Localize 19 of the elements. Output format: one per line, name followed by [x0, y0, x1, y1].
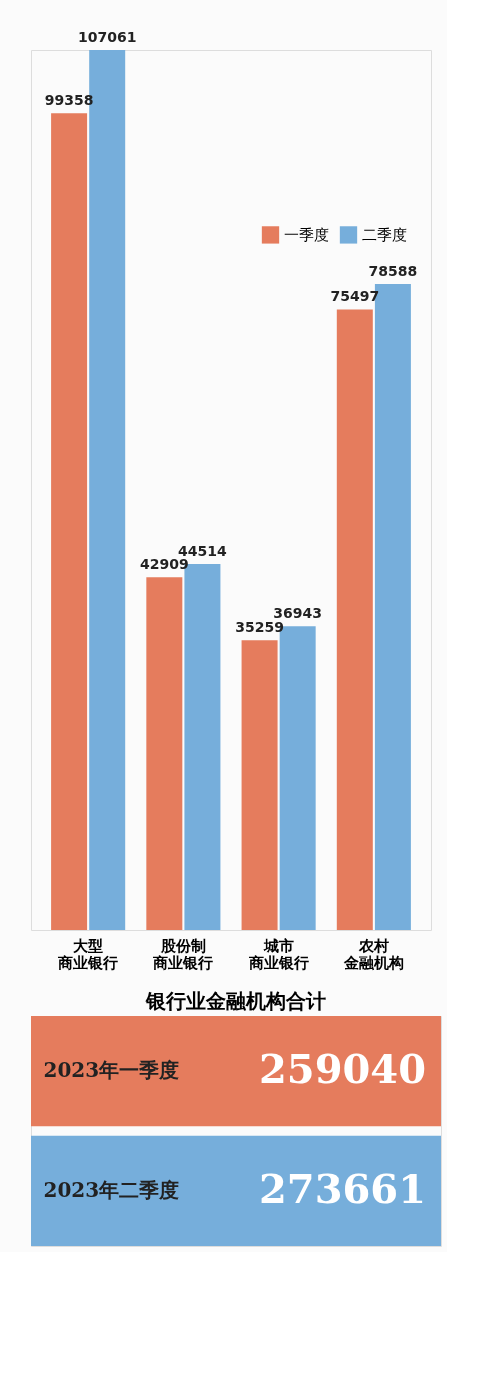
- text: 银行业金融机构合计: [145, 989, 326, 1013]
- data-label: 107061: [77, 29, 137, 45]
- bar: [51, 113, 88, 930]
- x-tick-label: 城市商业银行: [247, 936, 309, 972]
- x-tick-label: 大型商业银行: [57, 936, 119, 972]
- category-label: 2023年二季度: [43, 1177, 180, 1202]
- data-label: 259040: [259, 1045, 426, 1093]
- data-label: 273661: [259, 1164, 426, 1212]
- bar: [241, 640, 278, 930]
- bar: [336, 309, 373, 930]
- data-label: 36943: [273, 605, 323, 622]
- x-tick-label: 农村金融机构: [342, 936, 404, 972]
- data-label: 35259: [235, 619, 284, 636]
- legend-label: 一季度: [284, 225, 329, 244]
- bar: [146, 577, 183, 930]
- data-label: 78588: [368, 263, 418, 280]
- x-tick-label: 股份制商业银行: [152, 936, 214, 972]
- category-label: 2023年一季度: [43, 1058, 180, 1083]
- legend-label: 二季度: [362, 225, 407, 244]
